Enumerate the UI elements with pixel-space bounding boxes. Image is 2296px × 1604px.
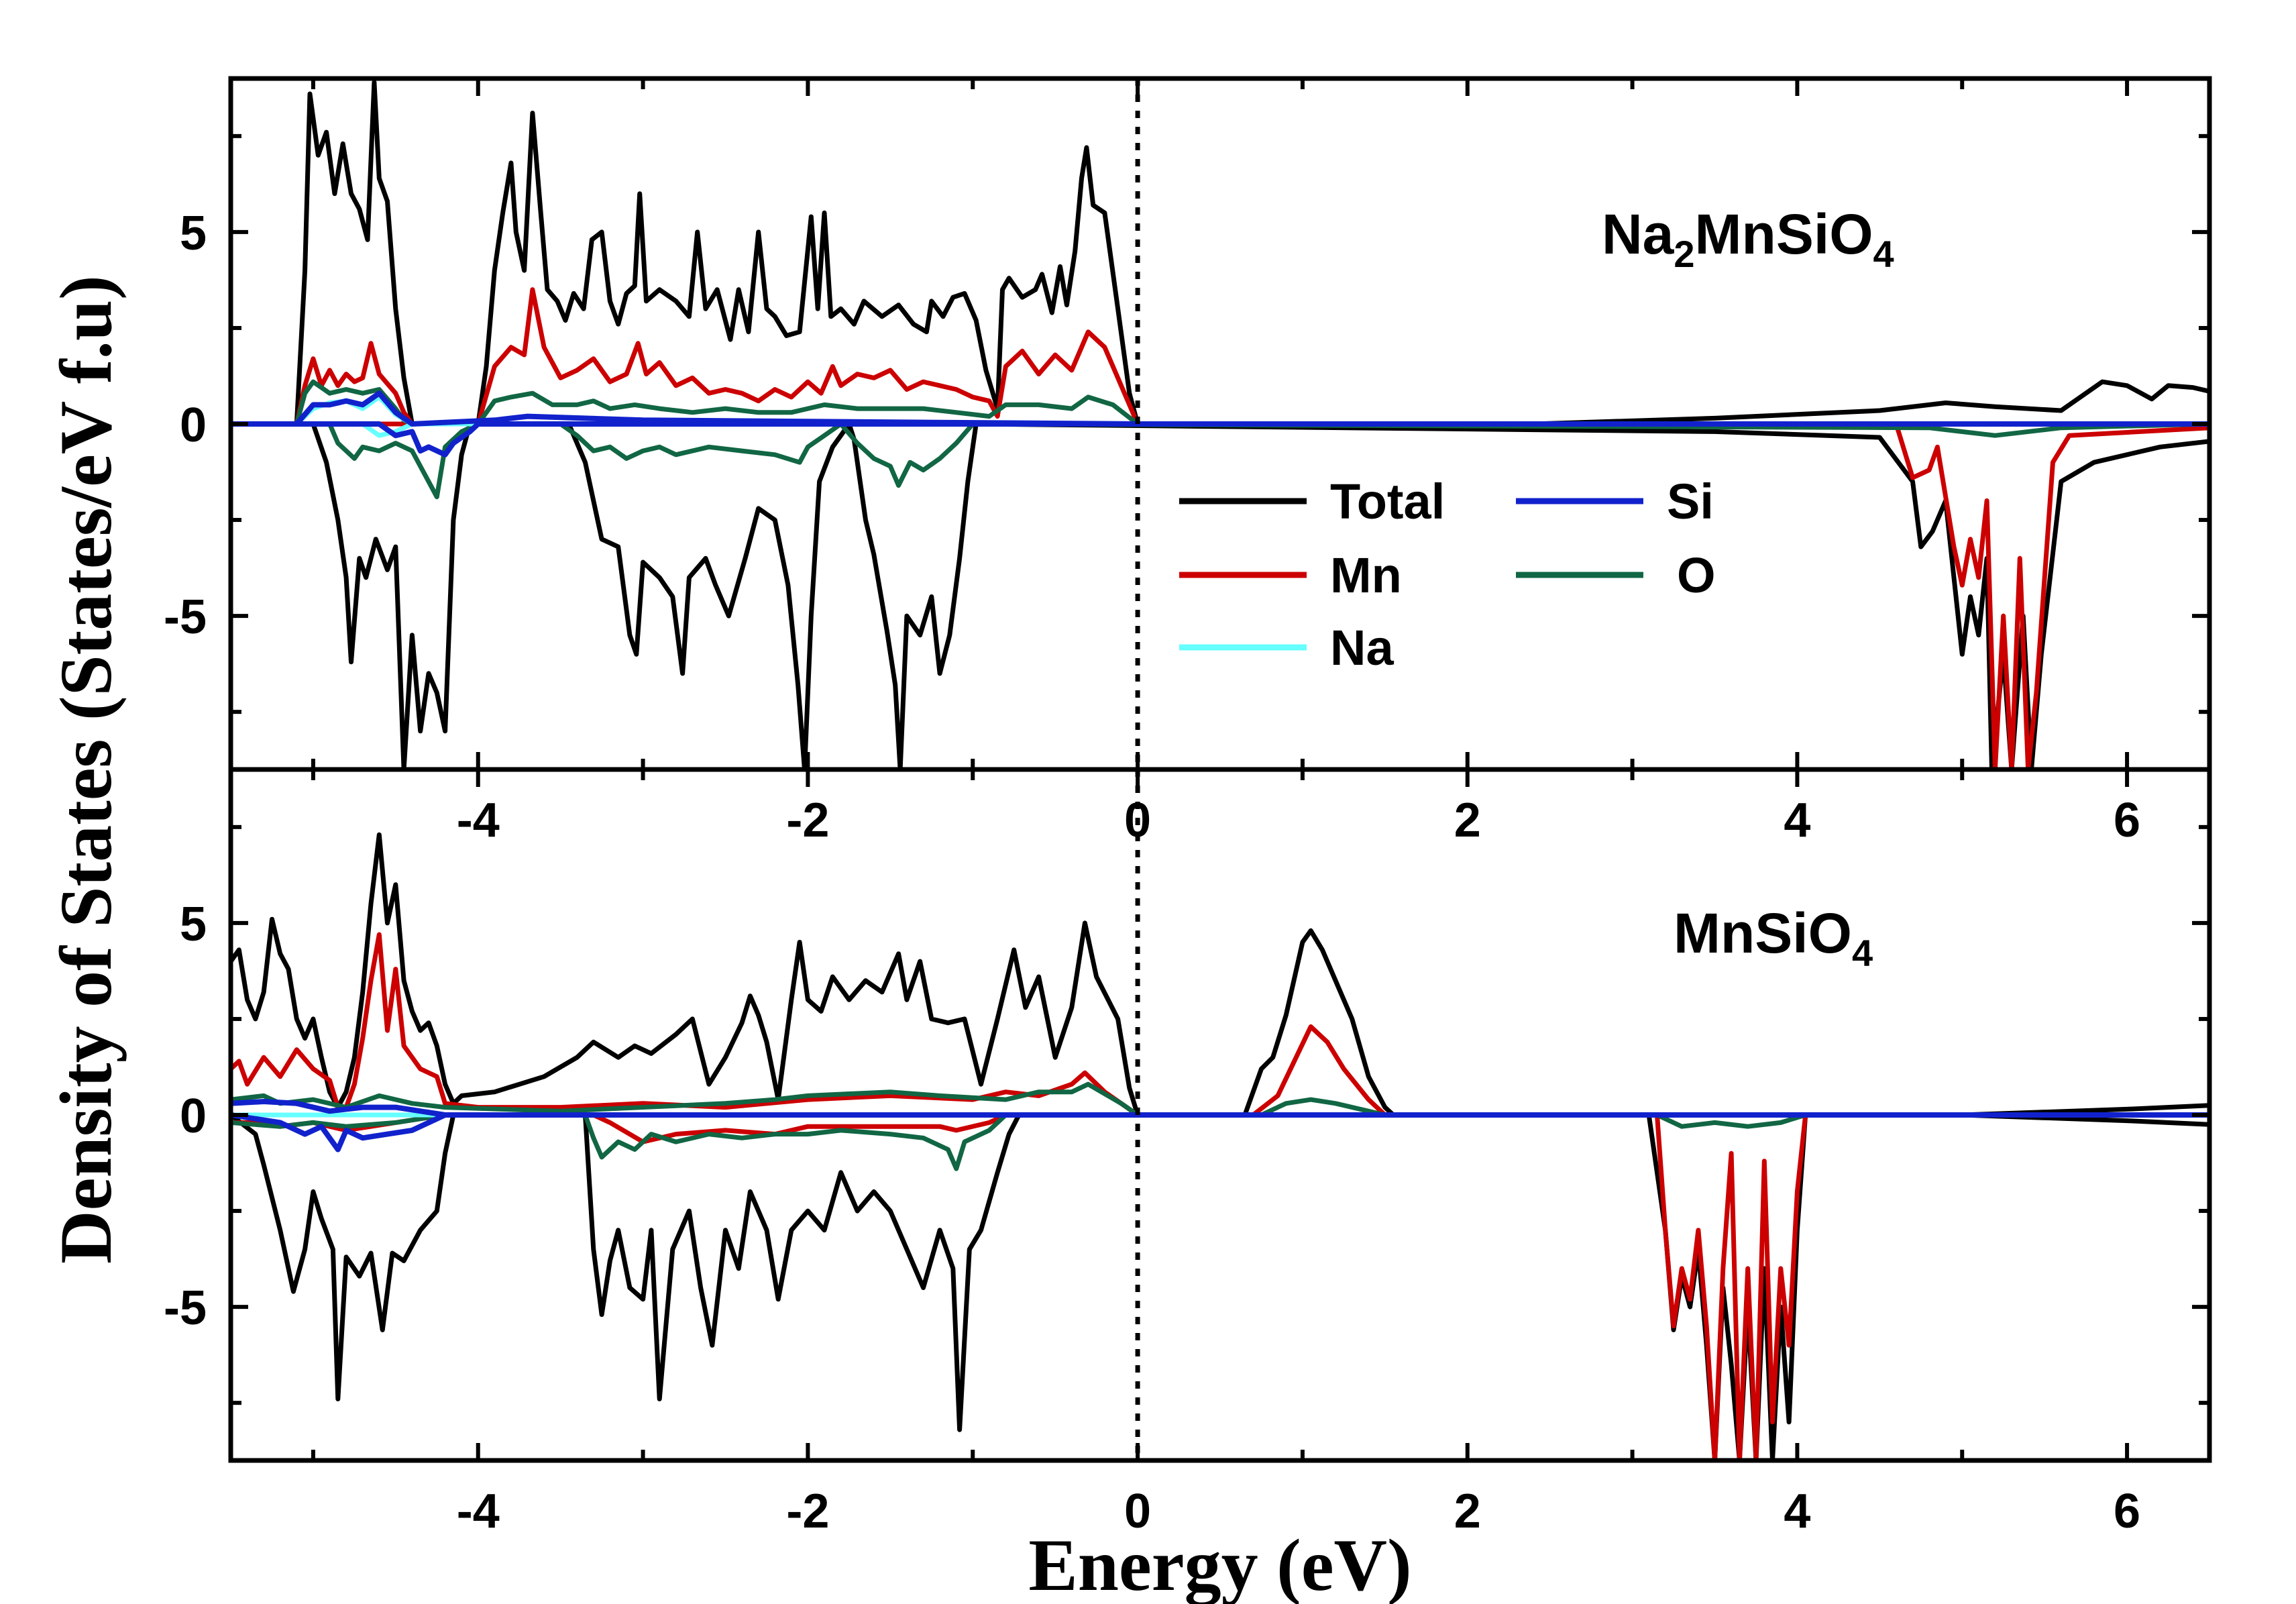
title-subscript: 4 [1873, 233, 1894, 275]
x-tick-label: 2 [1454, 1485, 1481, 1538]
y-tick-label: -5 [164, 590, 207, 644]
series-mn-down-line [231, 1112, 2209, 1460]
legend-label-na: Na [1330, 620, 1394, 676]
legend: Total Mn Na Si O [1179, 474, 1716, 676]
panel-top-title: Na2MnSiO4 [1602, 203, 1894, 275]
series-na-up-line [231, 394, 2209, 427]
x-tick-label: 4 [1784, 1485, 1810, 1538]
panel-bottom-title: MnSiO4 [1674, 902, 1873, 974]
legend-label-si: Si [1667, 474, 1714, 529]
series-mn-down-line [231, 421, 2209, 769]
series-mn-up-line [231, 932, 2209, 1118]
y-tick-label: 5 [180, 207, 207, 260]
y-tick-label: 0 [180, 398, 207, 452]
y-tick-label: 5 [180, 898, 207, 951]
x-tick-label: 6 [2114, 794, 2140, 847]
y-axis-title: Density of States (States/eV f.u) [45, 275, 127, 1264]
panel-bottom: -4 -2 0 2 4 6 -5 0 5 [164, 769, 2209, 1538]
y-tick-label: 0 [180, 1089, 207, 1143]
x-tick-label: -4 [457, 794, 500, 847]
x-tick-label: -2 [786, 794, 829, 847]
x-tick-label: 4 [1784, 794, 1810, 847]
x-tick-label: -2 [786, 1485, 829, 1538]
y-tick-label: -5 [164, 1281, 207, 1335]
x-tick-label: 6 [2114, 1485, 2140, 1538]
series-total-up-line [231, 80, 2209, 427]
x-tick-label: -4 [457, 1485, 500, 1538]
x-axis-title: Energy (eV) [1028, 1524, 1411, 1604]
series-si-up-line [231, 390, 2209, 427]
series-o-down-line [231, 421, 2209, 500]
series-total-up-line [231, 832, 2209, 1118]
series-total-down-line [231, 1112, 2209, 1460]
series-o-down-line [231, 1112, 2209, 1171]
series-o-up-line [231, 1081, 2209, 1118]
x-tick-label: 0 [1124, 1485, 1151, 1538]
title-text: MnSiO [1674, 902, 1852, 965]
series-o-up-line [231, 379, 2209, 427]
series-mn-up-line [231, 287, 2209, 427]
x-tick-label: 2 [1454, 794, 1481, 847]
legend-label-mn: Mn [1330, 547, 1402, 603]
title-text: MnSiO [1695, 203, 1873, 266]
legend-label-total: Total [1330, 474, 1445, 529]
title-text: Na [1602, 203, 1675, 266]
series-si-down-line [231, 421, 2209, 458]
title-subscript: 4 [1852, 932, 1873, 974]
series-total-down-line [231, 421, 2209, 769]
legend-label-o: O [1677, 547, 1716, 603]
series-si-down-line [231, 1112, 2209, 1153]
title-subscript: 2 [1674, 233, 1694, 275]
